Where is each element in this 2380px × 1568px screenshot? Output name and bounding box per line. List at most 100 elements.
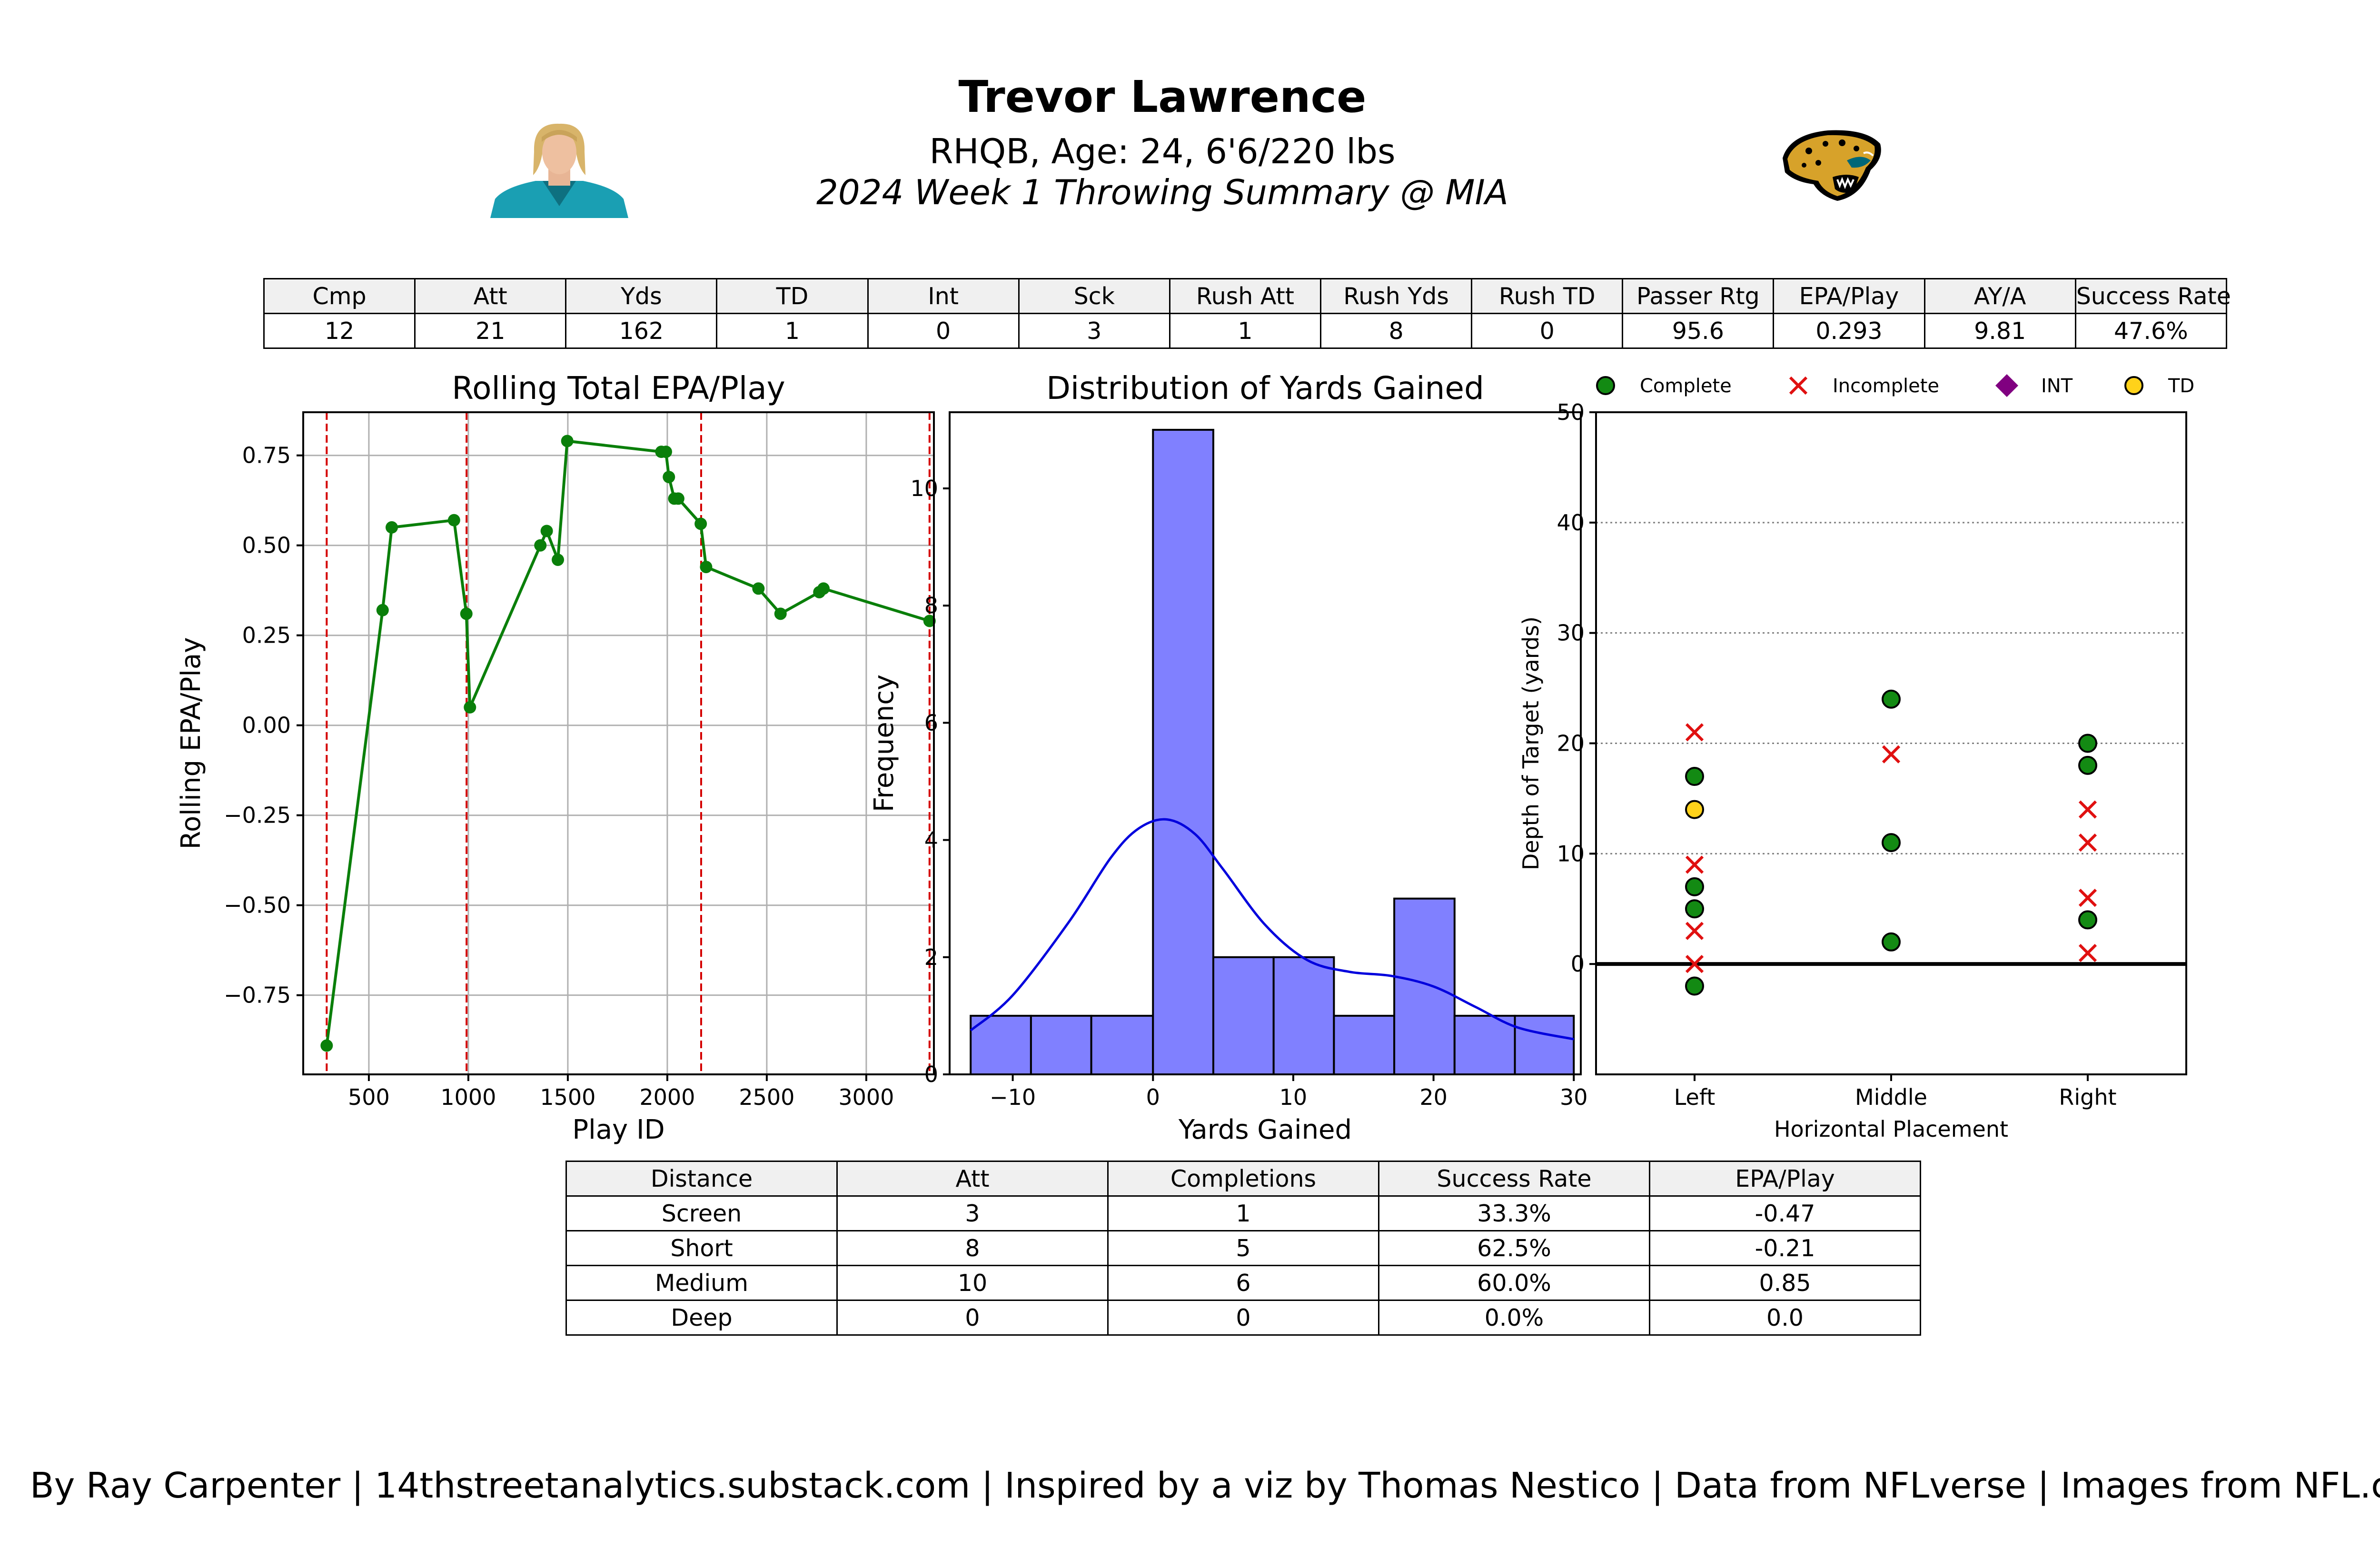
x-tick-label: 10	[1279, 1084, 1308, 1110]
x-tick-label: 500	[348, 1084, 390, 1110]
x-tick-label: 20	[1419, 1084, 1448, 1110]
player-name: Trevor Lawrence	[958, 71, 1367, 122]
stat-value: 9.81	[1924, 313, 2076, 349]
epa-point	[540, 525, 553, 537]
target-point-stroke	[2078, 834, 2097, 852]
x-tick-label: 1500	[540, 1084, 595, 1110]
target-point-stroke	[1685, 955, 1704, 973]
y-tick-label: 6	[924, 710, 938, 735]
y-tick-label: −0.75	[224, 982, 291, 1008]
target-point-stroke	[2078, 800, 2097, 819]
y-tick-label: 8	[924, 593, 938, 618]
legend-marker-complete	[1596, 376, 1615, 395]
x-tick-label: Right	[2059, 1084, 2116, 1110]
table-cell: 5	[1107, 1230, 1379, 1266]
stat-header: Rush Yds	[1319, 278, 1473, 314]
table-cell: 33.3%	[1378, 1195, 1650, 1231]
y-tick-label: 10	[910, 476, 938, 501]
stat-value: 95.6	[1622, 313, 1775, 349]
table-row: Medium 10 6 60.0% 0.85	[565, 1265, 1921, 1301]
target-point	[2078, 910, 2097, 930]
stat-value: 1	[1169, 313, 1321, 349]
table-row: Short 8 5 62.5% -0.21	[565, 1230, 1921, 1266]
rolling-epa-chart: 500 1000 1500 2000 2500 3000 −0.75 −0.50 −0.25 0.…	[176, 370, 936, 1145]
table-cell: 0.85	[1649, 1265, 1921, 1301]
stat-header: Att	[414, 278, 567, 314]
table-cell: 8	[836, 1230, 1109, 1266]
epa-point	[552, 553, 565, 566]
histogram-bar	[1152, 428, 1214, 1075]
kde-curve	[970, 818, 1574, 1041]
distance-header-row: Distance Att Completions Success Rate EP…	[565, 1161, 1921, 1197]
table-cell: Screen	[565, 1195, 838, 1231]
stat-value: 0.293	[1773, 313, 1925, 349]
epa-point	[817, 582, 830, 595]
histogram-bar	[1212, 956, 1275, 1075]
stat-value: 47.6%	[2074, 313, 2228, 349]
table-cell: 1	[1107, 1195, 1379, 1231]
target-point	[1685, 976, 1704, 996]
y-tick-label: 0	[1571, 951, 1585, 977]
stat-header: Sck	[1018, 278, 1170, 314]
epa-point	[386, 521, 398, 534]
epa-point	[923, 615, 936, 627]
stat-header: Yds	[565, 278, 718, 314]
table-cell: 0	[836, 1300, 1109, 1336]
table-cell: 62.5%	[1378, 1230, 1650, 1266]
x-tick-label: 3000	[838, 1084, 894, 1110]
stat-header: EPA/Play	[1773, 278, 1925, 314]
stat-value: 12	[263, 313, 416, 349]
y-axis-label: Depth of Target (yards)	[1518, 616, 1544, 870]
y-tick-label: 0.00	[242, 713, 291, 738]
stat-value: 0	[867, 313, 1020, 349]
epa-point	[561, 435, 574, 447]
distance-header: Att	[836, 1161, 1109, 1197]
table-cell: 0.0%	[1378, 1300, 1650, 1336]
y-axis-label: Frequency	[869, 675, 900, 812]
x-tick-label: 30	[1560, 1084, 1588, 1110]
stat-header: Cmp	[263, 278, 416, 314]
game-subtitle: 2024 Week 1 Throwing Summary @ MIA	[816, 172, 1508, 212]
table-cell: Deep	[565, 1300, 838, 1336]
table-cell: -0.47	[1649, 1195, 1921, 1231]
player-bio: RHQB, Age: 24, 6'6/220 lbs	[929, 131, 1396, 171]
epa-point	[672, 492, 684, 505]
stat-header: TD	[716, 278, 869, 314]
target-point	[1882, 833, 1901, 853]
histogram-bar	[1272, 956, 1335, 1075]
epa-point	[774, 607, 787, 620]
chart-title: Rolling Total EPA/Play	[452, 370, 785, 407]
x-tick-label: −10	[990, 1084, 1036, 1110]
table-cell: 0.0	[1649, 1300, 1921, 1336]
stats-value-row: 12 21 162 1 0 3 1 8 0 95.6 0.293 9.81 47…	[263, 313, 2228, 349]
histogram-bar	[1030, 1014, 1092, 1075]
y-tick-label: 10	[1557, 841, 1585, 866]
distance-table: Distance Att Completions Success Rate EP…	[565, 1161, 1921, 1336]
table-row: Screen 3 1 33.3% -0.47	[565, 1195, 1921, 1231]
y-tick-label: 4	[924, 827, 938, 853]
target-point	[1685, 899, 1704, 919]
stat-header: Rush TD	[1471, 278, 1624, 314]
target-point	[1882, 689, 1901, 709]
legend-marker-int	[1995, 374, 2018, 397]
y-tick-label: 0.25	[242, 623, 291, 648]
x-axis-label: Play ID	[572, 1114, 664, 1145]
target-point-stroke	[1685, 855, 1704, 874]
x-axis-label: Horizontal Placement	[1774, 1116, 2008, 1142]
stat-value: 1	[716, 313, 869, 349]
x-axis-label: Yards Gained	[1178, 1114, 1352, 1145]
legend-marker-td	[2124, 376, 2143, 395]
legend-marker-incomplete	[1789, 376, 1808, 395]
chart-title: Distribution of Yards Gained	[1046, 370, 1484, 407]
player-headshot-image	[490, 123, 628, 218]
x-tick-label: 0	[1146, 1084, 1160, 1110]
game-stats-table: Cmp Att Yds TD Int Sck Rush Att Rush Yds…	[263, 278, 2231, 349]
stat-header: Int	[867, 278, 1020, 314]
target-point-stroke	[2078, 888, 2097, 907]
target-point-stroke	[1882, 745, 1901, 764]
epa-point	[447, 514, 460, 526]
table-cell: 3	[836, 1195, 1109, 1231]
y-tick-label: 0	[924, 1062, 938, 1087]
x-tick-label: 2500	[739, 1084, 794, 1110]
